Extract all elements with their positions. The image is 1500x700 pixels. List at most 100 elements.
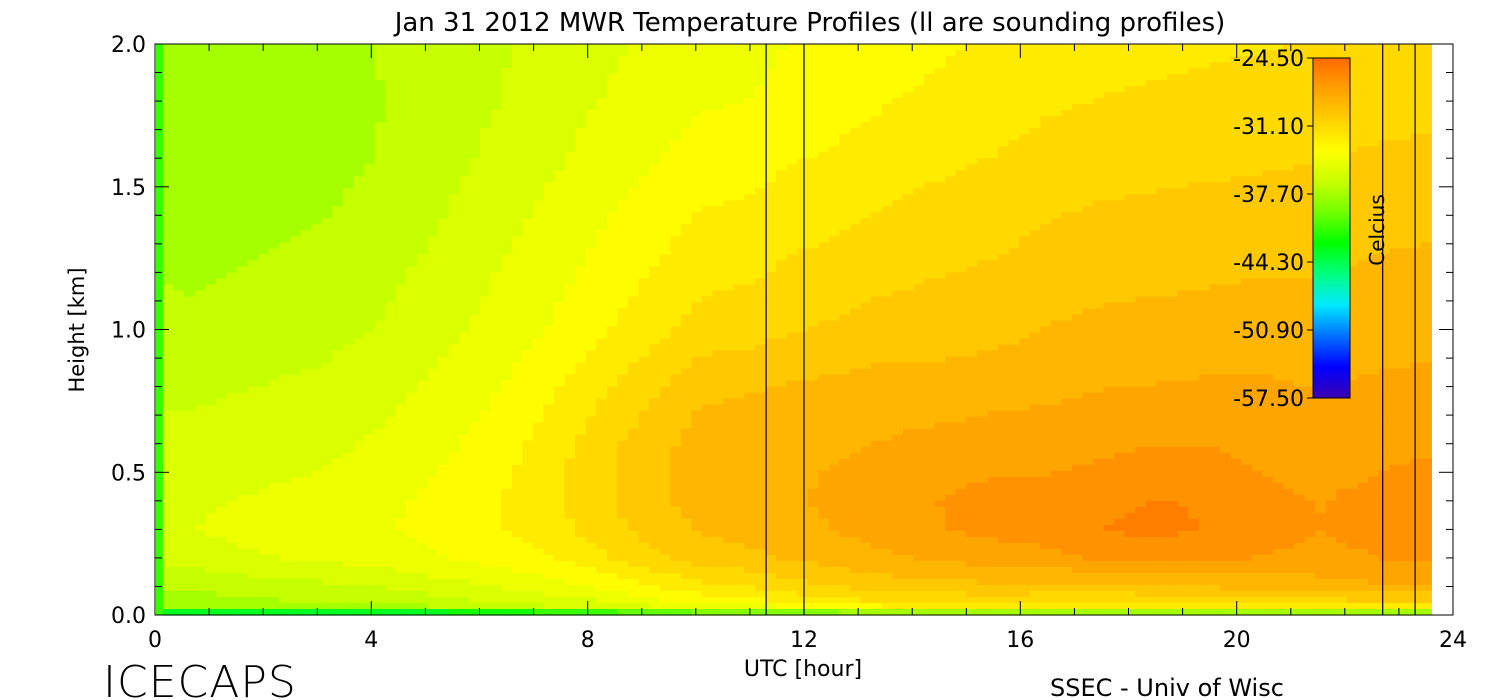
heatmap-cell bbox=[628, 446, 640, 454]
heatmap-cell bbox=[194, 596, 206, 604]
heatmap-cell bbox=[184, 410, 196, 418]
heatmap-cell bbox=[321, 278, 333, 286]
heatmap-cell bbox=[649, 176, 661, 183]
heatmap-cell bbox=[554, 572, 566, 580]
heatmap-cell bbox=[702, 596, 714, 604]
heatmap-cell bbox=[184, 374, 196, 382]
heatmap-cell bbox=[427, 80, 439, 87]
heatmap-cell bbox=[638, 164, 650, 171]
heatmap-cell bbox=[543, 386, 555, 394]
heatmap-cell bbox=[628, 602, 640, 610]
heatmap-cell bbox=[501, 560, 513, 568]
heatmap-cell bbox=[649, 476, 661, 484]
heatmap-cell bbox=[585, 464, 597, 472]
heatmap-cell bbox=[628, 68, 640, 75]
heatmap-cell bbox=[490, 464, 502, 472]
heatmap-cell bbox=[236, 242, 249, 249]
heatmap-cell bbox=[628, 536, 640, 544]
heatmap-cell bbox=[469, 464, 481, 472]
heatmap-cell bbox=[511, 530, 523, 538]
heatmap-cell bbox=[680, 506, 693, 514]
heatmap-cell bbox=[564, 584, 576, 592]
heatmap-cell bbox=[310, 392, 323, 400]
heatmap-cell bbox=[670, 494, 682, 502]
heatmap-cell bbox=[554, 590, 566, 598]
heatmap-cell bbox=[659, 284, 671, 292]
heatmap-cell bbox=[416, 608, 428, 616]
heatmap-cell bbox=[279, 278, 291, 286]
heatmap-cell bbox=[469, 332, 481, 340]
heatmap-cell bbox=[469, 440, 481, 448]
heatmap-cell bbox=[416, 50, 428, 57]
heatmap-cell bbox=[564, 146, 576, 153]
heatmap-cell bbox=[649, 566, 661, 574]
heatmap-cell bbox=[437, 56, 449, 63]
heatmap-cell bbox=[194, 74, 206, 81]
heatmap-cell bbox=[617, 140, 629, 147]
heatmap-cell bbox=[659, 200, 671, 207]
heatmap-cell bbox=[585, 86, 597, 93]
heatmap-cell bbox=[480, 176, 492, 183]
heatmap-cell bbox=[374, 344, 386, 352]
heatmap-cell bbox=[395, 308, 407, 316]
heatmap-cell bbox=[522, 92, 534, 99]
heatmap-cell bbox=[628, 530, 640, 538]
heatmap-cell bbox=[522, 416, 534, 424]
heatmap-cell bbox=[543, 272, 555, 280]
heatmap-cell bbox=[606, 104, 619, 111]
heatmap-cell bbox=[310, 362, 323, 370]
heatmap-cell bbox=[279, 470, 291, 478]
heatmap-cell bbox=[163, 380, 175, 388]
heatmap-cell bbox=[680, 62, 693, 69]
heatmap-cell bbox=[163, 428, 175, 436]
heatmap-cell bbox=[194, 374, 206, 382]
heatmap-cell bbox=[406, 242, 418, 249]
heatmap-cell bbox=[606, 482, 619, 490]
heatmap-cell bbox=[554, 50, 566, 57]
heatmap-cell bbox=[649, 350, 661, 358]
heatmap-cell bbox=[522, 44, 534, 51]
heatmap-cell bbox=[268, 140, 280, 147]
heatmap-cell bbox=[310, 512, 323, 520]
heatmap-cell bbox=[680, 326, 693, 334]
heatmap-cell bbox=[543, 398, 555, 406]
heatmap-cell bbox=[321, 350, 333, 358]
heatmap-cell bbox=[173, 140, 185, 147]
heatmap-cell bbox=[406, 596, 418, 604]
heatmap-cell bbox=[395, 74, 407, 81]
heatmap-cell bbox=[321, 68, 333, 75]
heatmap-cell bbox=[458, 500, 471, 508]
heatmap-cell bbox=[691, 278, 703, 286]
heatmap-cell bbox=[279, 518, 291, 526]
heatmap-cell bbox=[236, 50, 249, 57]
heatmap-cell bbox=[596, 158, 608, 165]
heatmap-cell bbox=[173, 386, 185, 394]
heatmap-cell bbox=[522, 428, 534, 436]
heatmap-cell bbox=[374, 434, 386, 442]
heatmap-cell bbox=[342, 290, 354, 298]
heatmap-cell bbox=[268, 512, 280, 520]
heatmap-cell bbox=[702, 470, 714, 478]
heatmap-cell bbox=[617, 440, 629, 448]
heatmap-cell bbox=[606, 248, 619, 255]
heatmap-cell bbox=[416, 128, 428, 135]
heatmap-cell bbox=[543, 392, 555, 400]
heatmap-cell bbox=[543, 428, 555, 436]
heatmap-cell bbox=[205, 332, 217, 340]
heatmap-cell bbox=[226, 428, 238, 436]
heatmap-cell bbox=[268, 416, 280, 424]
heatmap-cell bbox=[363, 506, 375, 514]
heatmap-cell bbox=[184, 146, 196, 153]
heatmap-cell bbox=[215, 74, 228, 81]
heatmap-cell bbox=[596, 422, 608, 430]
heatmap-cell bbox=[543, 164, 555, 171]
heatmap-cell bbox=[638, 470, 650, 478]
heatmap-cell bbox=[332, 212, 344, 219]
heatmap-cell bbox=[395, 398, 407, 406]
heatmap-cell bbox=[490, 272, 502, 280]
heatmap-cell bbox=[194, 518, 206, 526]
heatmap-cell bbox=[596, 278, 608, 286]
heatmap-cell bbox=[437, 218, 449, 225]
heatmap-cell bbox=[289, 560, 302, 568]
heatmap-cell bbox=[691, 368, 703, 376]
